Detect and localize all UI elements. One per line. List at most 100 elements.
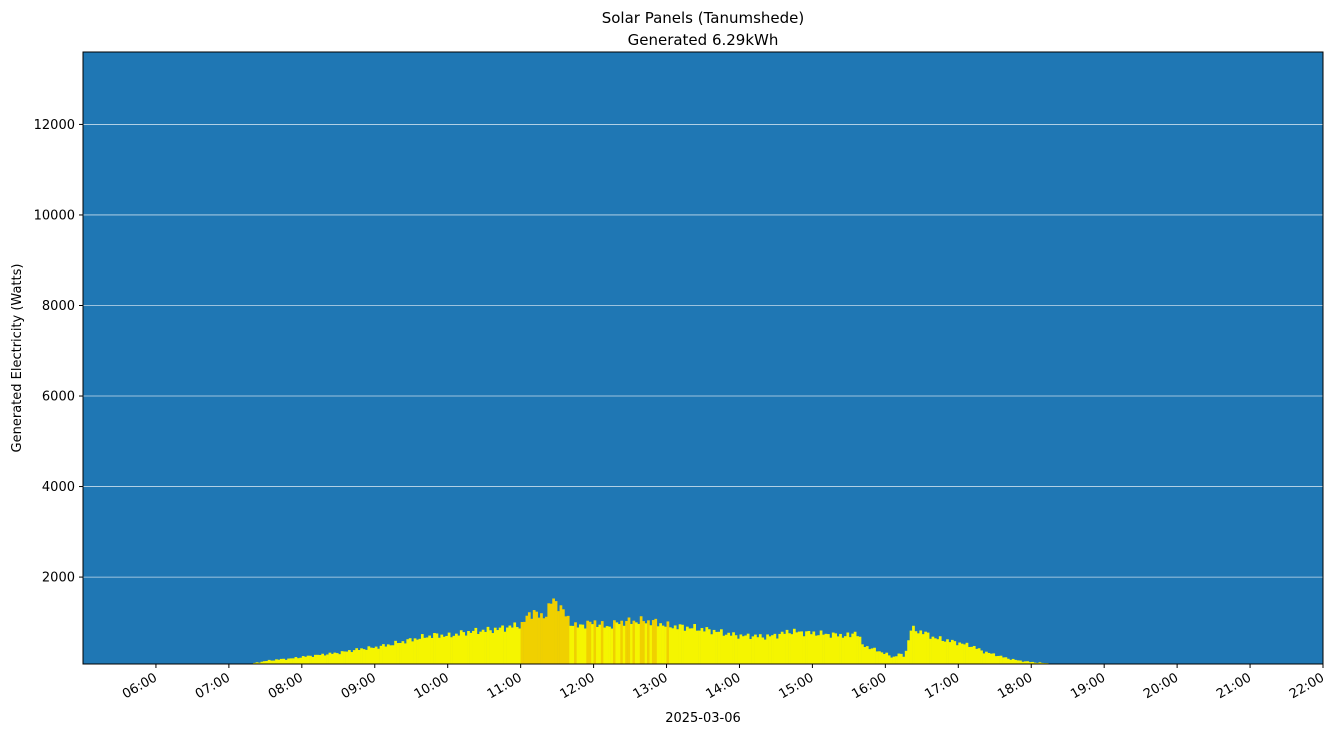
bar [955,645,959,664]
bar [941,640,945,664]
bar [632,620,636,664]
bar [999,655,1003,664]
bar [600,621,604,664]
bar [1028,662,1032,664]
bar [819,630,823,664]
x-tick-label: 07:00 [193,670,233,702]
bar [338,654,342,664]
bar [255,662,259,664]
bar [340,651,344,664]
bar [683,630,687,664]
bar [690,628,694,664]
bar [1014,659,1017,664]
bar [579,624,582,664]
bar [598,624,602,664]
x-tick-label: 21:00 [1214,670,1254,702]
bar [970,646,974,664]
bar [588,621,592,664]
bar [313,654,317,664]
bar [1002,657,1005,664]
bar [437,637,441,664]
bar [304,656,307,664]
bar [926,632,930,664]
bar [1019,660,1022,664]
bar [814,635,818,664]
bar [627,617,631,664]
bar [403,643,407,664]
bar [817,635,821,664]
bar [496,630,500,664]
bar [608,626,611,664]
x-axis: 06:00 07:00 08:00 09:00 10:00 11:00 12:00 13:00… [120,664,1327,702]
bar [552,598,555,664]
bar [929,638,932,664]
x-tick-label: 22:00 [1287,670,1327,702]
bar [963,644,966,664]
bar [506,627,509,664]
x-tick-label: 17:00 [922,670,962,702]
bar [542,618,546,664]
bar [807,630,811,664]
y-tick-label: 6000 [42,390,75,405]
bar [729,635,733,664]
bar [428,635,431,664]
bar [737,638,740,664]
bar [382,644,385,664]
bar [481,629,485,664]
bar [938,636,942,664]
bar [754,634,757,664]
bar [649,625,653,664]
bar [659,623,662,664]
bar [518,628,521,664]
bar [537,617,541,664]
plot-area [83,52,1323,664]
bar [571,625,575,664]
bar [452,635,456,664]
bar [459,630,463,664]
bar [267,659,271,664]
bar [797,631,801,664]
bar [958,642,962,664]
bar [668,627,672,664]
bar [841,637,845,664]
bar [829,637,833,664]
chart-title: Solar Panels (Tanumshede) [602,9,805,27]
bar [289,658,293,664]
bar [846,632,850,664]
bar [851,633,855,664]
bar [365,649,368,664]
bar [615,622,619,664]
y-tick-label: 12000 [34,118,75,133]
bar [773,633,777,664]
bar [557,611,560,664]
bar [399,642,402,664]
bar [812,631,816,664]
bar [530,618,534,664]
bar [953,641,957,664]
bar [610,628,614,664]
bar [277,659,281,664]
bar [870,648,874,664]
bar [758,634,762,664]
x-tick-label: 10:00 [412,670,452,702]
bar [591,624,594,664]
bar [508,625,512,664]
bar [262,661,266,664]
bar [605,626,609,664]
bar [763,639,767,664]
bar [780,631,784,664]
bar [1033,662,1037,664]
bar [834,633,838,664]
bar [360,648,363,664]
bar [982,653,986,664]
bar [1038,662,1042,664]
chart-subtitle: Generated 6.29kWh [628,31,779,49]
bar [656,626,660,664]
bar [515,627,519,664]
bar [875,651,879,664]
bar [865,646,869,664]
bar [987,652,991,664]
y-tick-label: 2000 [42,571,75,586]
bar [374,646,378,664]
bar [885,652,889,664]
